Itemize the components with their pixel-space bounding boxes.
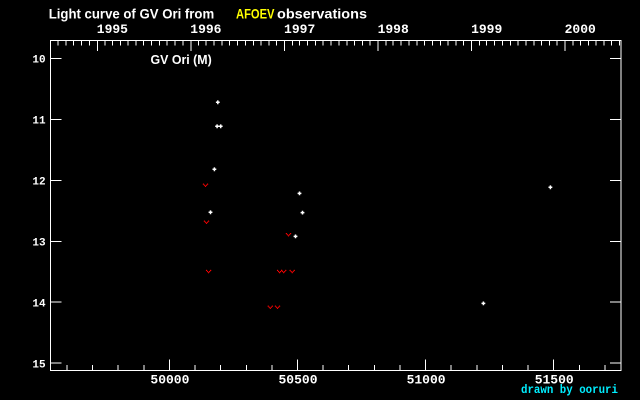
svg-text:13: 13 (32, 237, 46, 249)
svg-text:1998: 1998 (378, 22, 409, 37)
svg-text:15: 15 (32, 359, 46, 371)
svg-text:observations: observations (277, 6, 367, 22)
svg-text:1995: 1995 (97, 22, 128, 37)
svg-text:2000: 2000 (565, 22, 596, 37)
svg-text:10: 10 (32, 55, 45, 67)
svg-text:50500: 50500 (278, 372, 317, 387)
svg-text:AFOEV: AFOEV (236, 6, 275, 22)
svg-text:1999: 1999 (471, 22, 502, 37)
svg-text:51500: 51500 (535, 372, 574, 387)
svg-text:14: 14 (32, 298, 46, 310)
svg-text:1997: 1997 (284, 22, 315, 37)
svg-text:12: 12 (32, 177, 45, 189)
svg-text:51000: 51000 (407, 372, 446, 387)
svg-text:drawn by ooruri: drawn by ooruri (521, 383, 618, 397)
svg-text:Light curve of GV Ori from: Light curve of GV Ori from (49, 6, 215, 22)
svg-text:50000: 50000 (150, 372, 189, 387)
svg-text:GV Ori (M): GV Ori (M) (151, 52, 212, 67)
svg-text:1996: 1996 (190, 22, 221, 37)
svg-text:11: 11 (32, 116, 46, 128)
